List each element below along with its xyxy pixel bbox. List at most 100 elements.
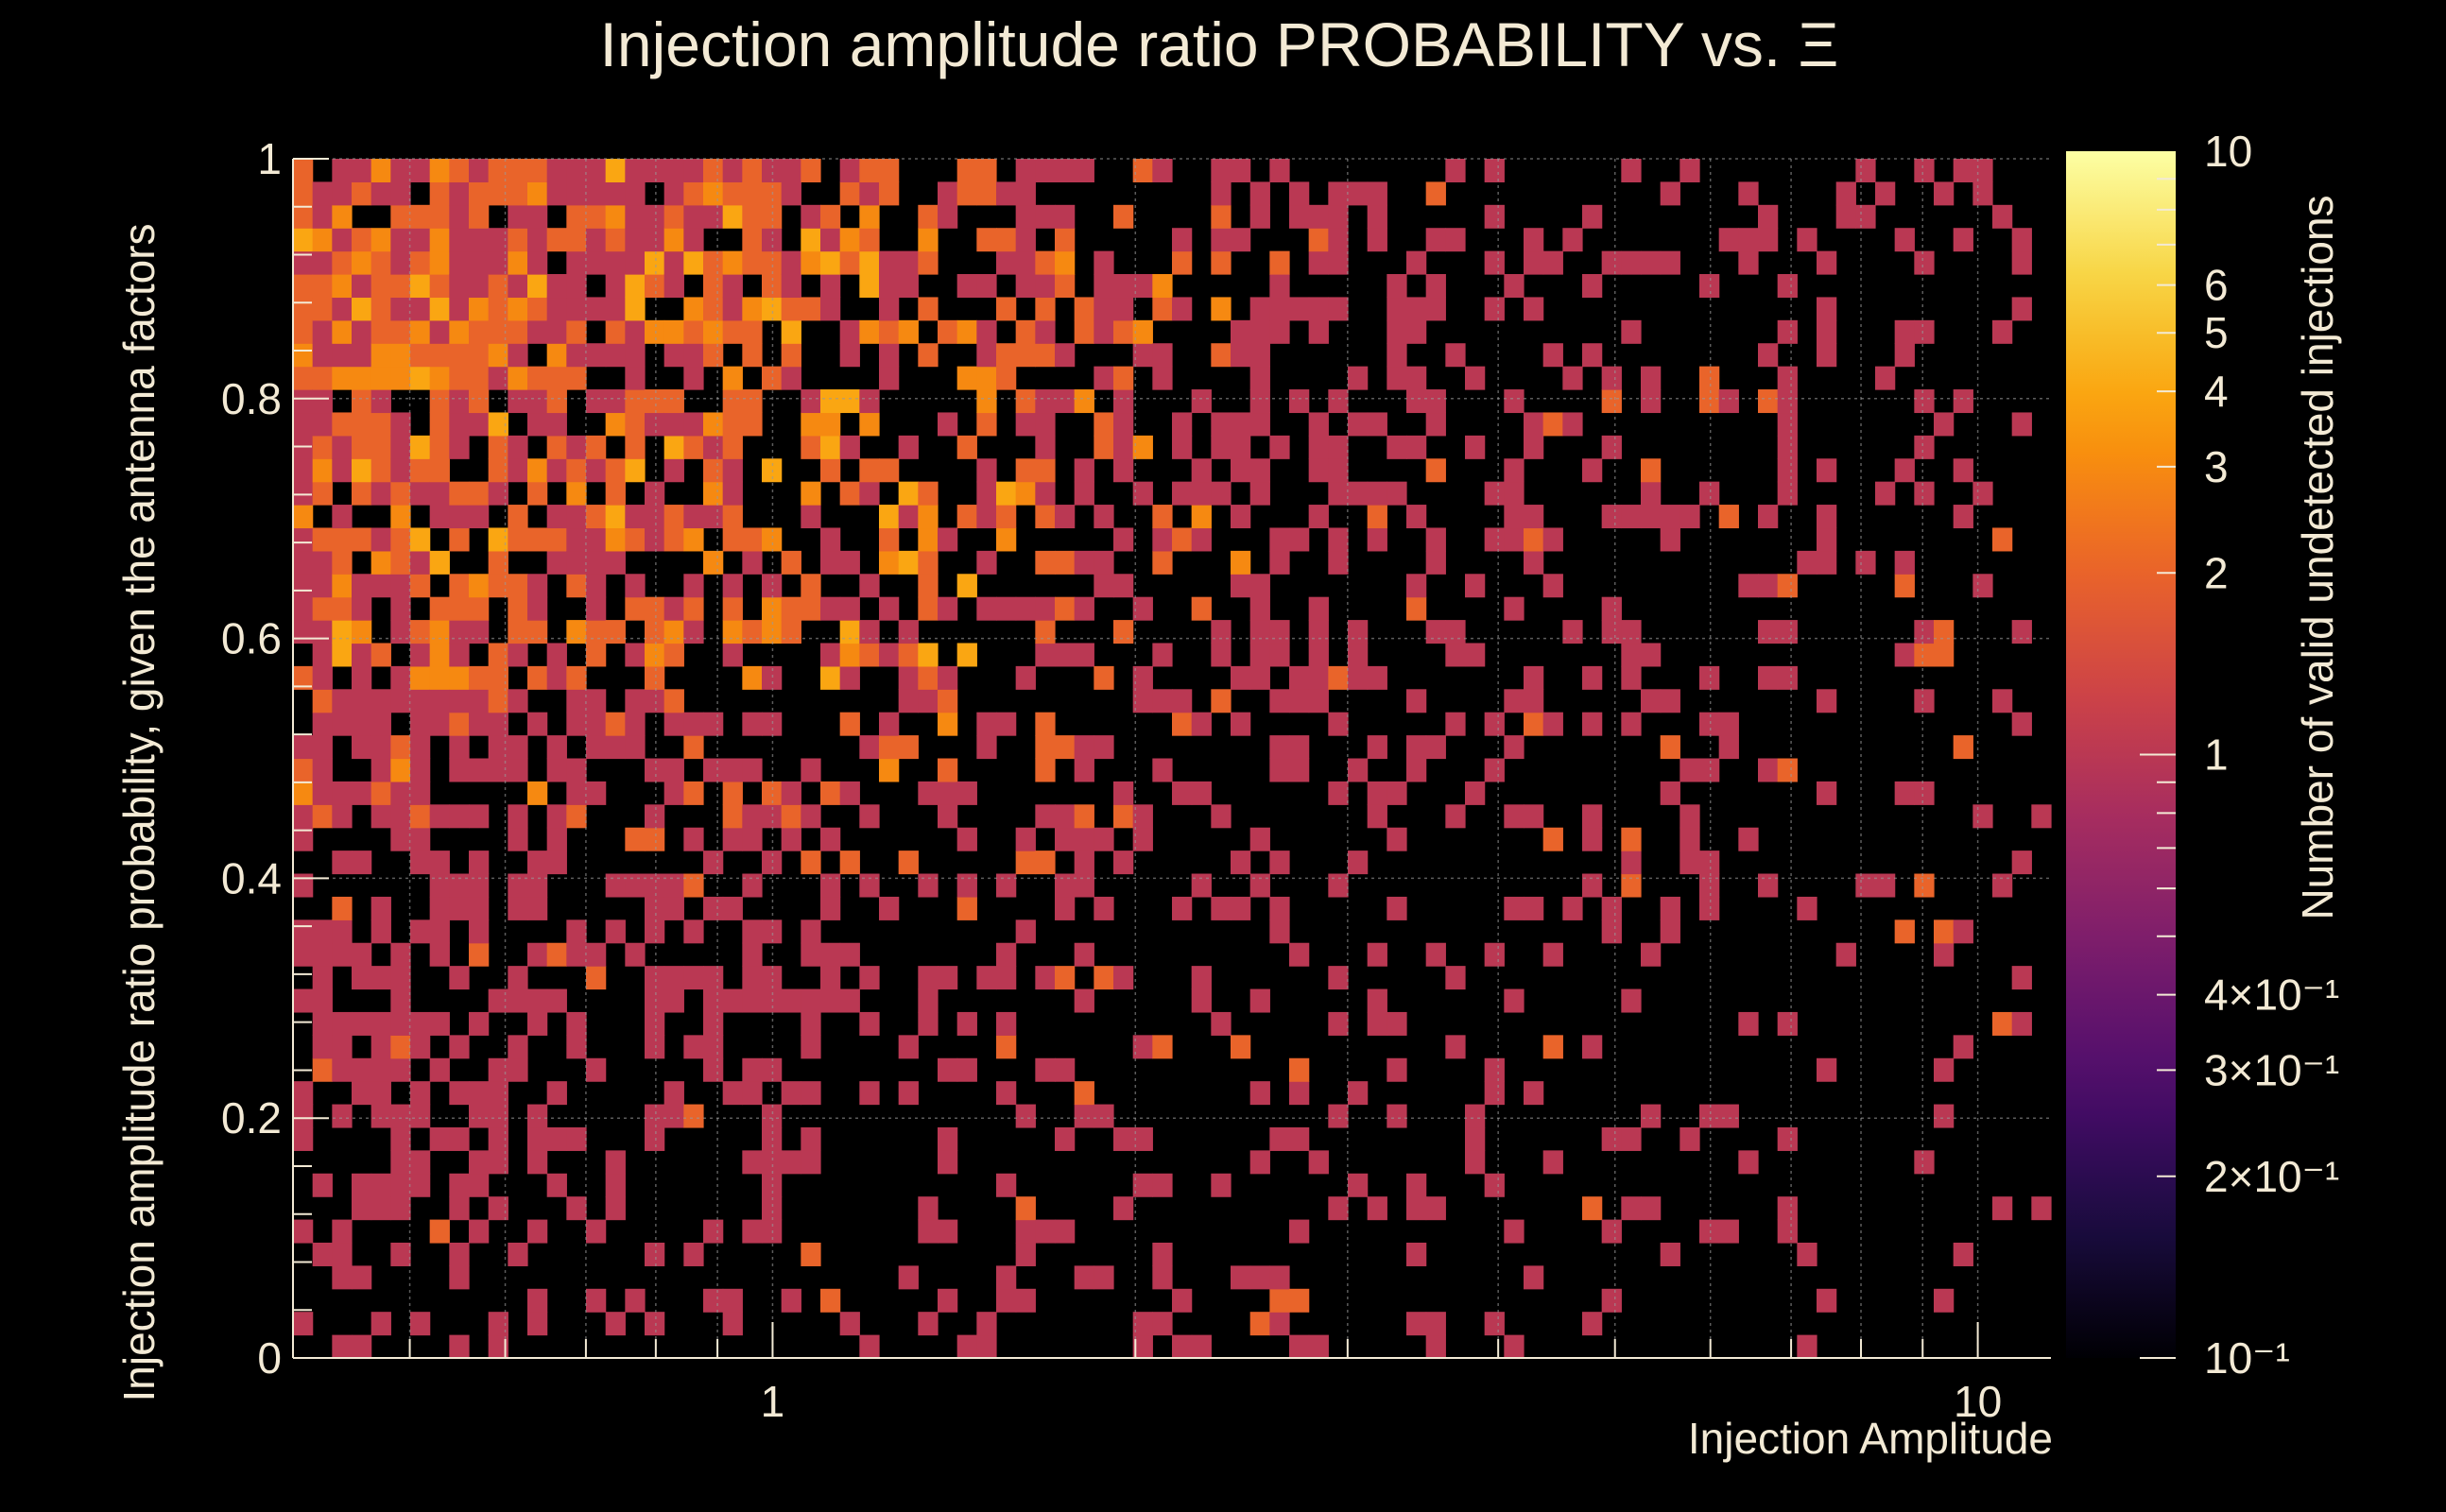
heatmap-cell xyxy=(312,574,333,598)
heatmap-cell xyxy=(586,458,607,483)
heatmap-cell xyxy=(645,596,665,621)
heatmap-cell xyxy=(1015,228,1036,252)
heatmap-cell xyxy=(469,850,490,875)
heatmap-cell xyxy=(1074,643,1094,667)
heatmap-cell xyxy=(1641,1104,1662,1128)
heatmap-cell xyxy=(2011,297,2032,321)
heatmap-cell xyxy=(566,343,587,368)
heatmap-cell xyxy=(1484,250,1505,275)
heatmap-cell xyxy=(370,1081,391,1106)
heatmap-cell xyxy=(1914,481,1935,506)
heatmap-cell xyxy=(410,435,431,459)
heatmap-cell xyxy=(527,1312,548,1336)
heatmap-cell xyxy=(663,1104,684,1128)
heatmap-cell xyxy=(1992,527,2013,552)
heatmap-cell xyxy=(1055,896,1076,920)
y-tick-label: 0 xyxy=(257,1333,282,1383)
heatmap-cell xyxy=(976,550,997,575)
heatmap-cell xyxy=(449,527,470,552)
heatmap-cell xyxy=(820,873,841,898)
heatmap-cell xyxy=(1231,412,1251,437)
heatmap-cell xyxy=(1132,665,1153,690)
heatmap-cell xyxy=(390,297,411,321)
heatmap-cell xyxy=(586,643,607,667)
heatmap-cell xyxy=(449,505,470,529)
heatmap-cell xyxy=(781,827,801,851)
heatmap-cell xyxy=(449,204,470,229)
heatmap-cell xyxy=(1425,458,1446,483)
heatmap-cell xyxy=(508,896,528,920)
colorbar-tick-label: 10⁻¹ xyxy=(2204,1333,2290,1383)
heatmap-cell xyxy=(566,574,587,598)
heatmap-cell xyxy=(1191,596,1212,621)
heatmap-cell xyxy=(469,481,490,506)
heatmap-cell xyxy=(605,274,626,299)
heatmap-cell xyxy=(1094,319,1114,344)
heatmap-cell xyxy=(410,550,431,575)
heatmap-cell xyxy=(390,827,411,851)
heatmap-cell xyxy=(410,228,431,252)
heatmap-cell xyxy=(332,781,353,805)
heatmap-cell xyxy=(312,596,333,621)
heatmap-cell xyxy=(1113,297,1134,321)
heatmap-cell xyxy=(996,596,1017,621)
heatmap-cell xyxy=(527,458,548,483)
heatmap-cell xyxy=(645,1242,665,1266)
heatmap-cell xyxy=(352,1265,372,1290)
heatmap-cell xyxy=(976,505,997,529)
heatmap-cell xyxy=(1660,250,1680,275)
heatmap-cell xyxy=(527,781,548,805)
heatmap-cell xyxy=(976,481,997,506)
heatmap-cell xyxy=(1387,343,1407,368)
heatmap-cell xyxy=(996,527,1017,552)
heatmap-cell xyxy=(527,988,548,1013)
heatmap-cell xyxy=(1641,250,1662,275)
heatmap-cell xyxy=(1328,458,1349,483)
heatmap-cell xyxy=(820,458,841,483)
heatmap-cell xyxy=(1055,827,1076,851)
heatmap-cell xyxy=(429,942,450,967)
heatmap-cell xyxy=(586,250,607,275)
heatmap-cell xyxy=(312,250,333,275)
heatmap-cell xyxy=(1094,550,1114,575)
heatmap-cell xyxy=(586,550,607,575)
heatmap-cell xyxy=(1582,458,1603,483)
heatmap-cell xyxy=(703,1035,724,1059)
heatmap-cell xyxy=(1328,297,1349,321)
heatmap-cell xyxy=(859,181,880,206)
heatmap-cell xyxy=(996,966,1017,990)
heatmap-cell xyxy=(2011,712,2032,736)
heatmap-cell xyxy=(820,550,841,575)
heatmap-cell xyxy=(410,665,431,690)
heatmap-cell xyxy=(352,412,372,437)
heatmap-cell xyxy=(1191,873,1212,898)
heatmap-cell xyxy=(1699,873,1720,898)
heatmap-cell xyxy=(488,758,508,782)
heatmap-cell xyxy=(1738,1011,1759,1036)
heatmap-cell xyxy=(410,366,431,390)
heatmap-cell xyxy=(429,850,450,875)
heatmap-cell xyxy=(1582,204,1603,229)
heatmap-cell xyxy=(1406,1242,1427,1266)
heatmap-cell xyxy=(332,159,353,182)
heatmap-cell xyxy=(312,319,333,344)
heatmap-cell xyxy=(1601,596,1622,621)
heatmap-cell xyxy=(1132,1126,1153,1151)
heatmap-cell xyxy=(1249,204,1270,229)
heatmap-cell xyxy=(645,919,665,944)
heatmap-cell xyxy=(1699,850,1720,875)
heatmap-cell xyxy=(1348,1081,1369,1106)
heatmap-cell xyxy=(1015,1219,1036,1244)
heatmap-cell xyxy=(1249,366,1270,390)
heatmap-cell xyxy=(1406,389,1427,414)
heatmap-cell xyxy=(1445,804,1466,829)
heatmap-cell xyxy=(1249,1081,1270,1106)
heatmap-cell xyxy=(293,1312,314,1336)
heatmap-cell xyxy=(645,665,665,690)
heatmap-cell xyxy=(1191,389,1212,414)
heatmap-cell xyxy=(1387,435,1407,459)
heatmap-cell xyxy=(469,274,490,299)
heatmap-cell xyxy=(839,781,860,805)
heatmap-cell xyxy=(527,1011,548,1036)
heatmap-cell xyxy=(332,343,353,368)
